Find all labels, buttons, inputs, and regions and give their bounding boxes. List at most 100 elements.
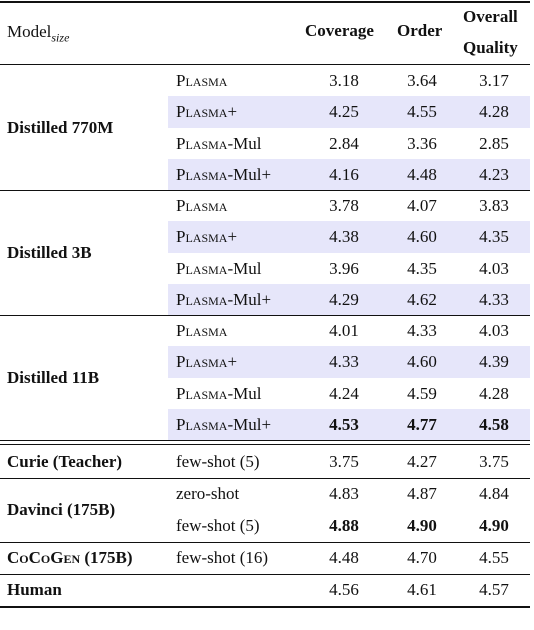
score: 2.85 [479,133,509,153]
double-rule [0,444,530,445]
method-name: Plasma [176,102,228,122]
model-name: Distilled 11B [7,368,100,387]
score: 4.84 [479,484,509,503]
bottom-rule [0,606,530,608]
header-model: Modelsize [7,22,69,45]
method-suffix: + [227,102,238,122]
method-name: Plasma [176,133,228,153]
method-name: zero-shot [176,484,240,503]
score: 4.90 [407,516,437,535]
method-suffix: + [227,352,238,372]
score: 4.58 [479,414,509,434]
method: Plasma-Mul+ [176,284,271,315]
group-rule [0,190,530,191]
method-name: few-shot (5) [176,516,260,535]
method: Plasma-Mul+ [176,159,271,190]
method: few-shot (5) [176,446,260,478]
header-coverage: Coverage [305,21,374,40]
method-name: Plasma [176,196,228,215]
method-name: Plasma [176,321,228,340]
score: 4.35 [479,227,509,247]
header-text: Model [7,22,52,41]
method: few-shot (16) [176,542,268,574]
method-name: Plasma [176,71,228,90]
method: Plasma+ [176,96,237,127]
score: 4.38 [329,227,359,247]
model-name: Human [7,580,62,599]
score: 4.27 [407,452,437,471]
method-name: Plasma [176,164,228,184]
group-rule [0,542,530,543]
method-name: Plasma [176,383,228,403]
score: 4.88 [329,516,359,535]
score: 4.28 [479,102,509,122]
score: 4.01 [329,321,359,340]
method-suffix: + [227,227,238,247]
method: Plasma [176,190,227,221]
method: Plasma-Mul [176,253,261,284]
score: 4.23 [479,164,509,184]
score: 4.29 [329,289,359,309]
score: 4.77 [407,414,437,434]
score: 3.96 [329,258,359,278]
header-quality: Quality [463,38,518,57]
method: few-shot (5) [176,510,260,542]
method-name: Plasma [176,258,228,278]
model-name: CoCoGen (175B) [7,548,133,567]
score: 4.33 [479,289,509,309]
row-highlight [168,346,530,378]
row-highlight [168,96,530,128]
score: 4.07 [407,196,437,215]
score: 4.60 [407,227,437,247]
top-rule [0,1,530,3]
score: 4.48 [407,164,437,184]
method-suffix: -Mul+ [227,414,272,434]
method: Plasma [176,65,227,96]
method: Plasma+ [176,346,237,377]
method-name: few-shot (5) [176,452,260,471]
score: 3.78 [329,196,359,215]
method: zero-shot [176,478,239,510]
score: 4.35 [407,258,437,278]
score: 4.55 [407,102,437,122]
method: Plasma-Mul [176,128,261,159]
header-sub: size [51,30,70,45]
score: 3.64 [407,71,437,90]
score: 4.83 [329,484,359,503]
method-name: Plasma [176,289,228,309]
score: 4.90 [479,516,509,535]
method-suffix: -Mul+ [227,289,272,309]
header-rule [0,64,530,65]
score: 4.03 [479,321,509,340]
score: 4.60 [407,352,437,372]
score: 4.57 [479,580,509,599]
score: 4.16 [329,164,359,184]
score: 3.17 [479,71,509,90]
group-rule [0,478,530,479]
score: 4.33 [407,321,437,340]
score: 3.75 [329,452,359,471]
model-name: Davinci (175B) [7,500,116,519]
score: 3.36 [407,133,437,153]
method-suffix: -Mul [227,133,262,153]
score: 3.83 [479,196,509,215]
method: Plasma+ [176,221,237,252]
method: Plasma [176,315,227,346]
score: 4.24 [329,383,359,403]
score: 4.55 [479,548,509,567]
row-highlight [168,158,530,190]
score: 2.84 [329,133,359,153]
method: Plasma-Mul [176,378,261,409]
row-highlight [168,408,530,440]
group-rule [0,574,530,575]
score: 3.18 [329,71,359,90]
model-name: Distilled 3B [7,243,92,262]
score: 4.03 [479,258,509,278]
method-suffix: -Mul [227,383,262,403]
score: 4.62 [407,289,437,309]
method-name: few-shot (16) [176,548,269,567]
method-suffix: -Mul [227,258,262,278]
group-rule [0,315,530,316]
score: 4.33 [329,352,359,372]
